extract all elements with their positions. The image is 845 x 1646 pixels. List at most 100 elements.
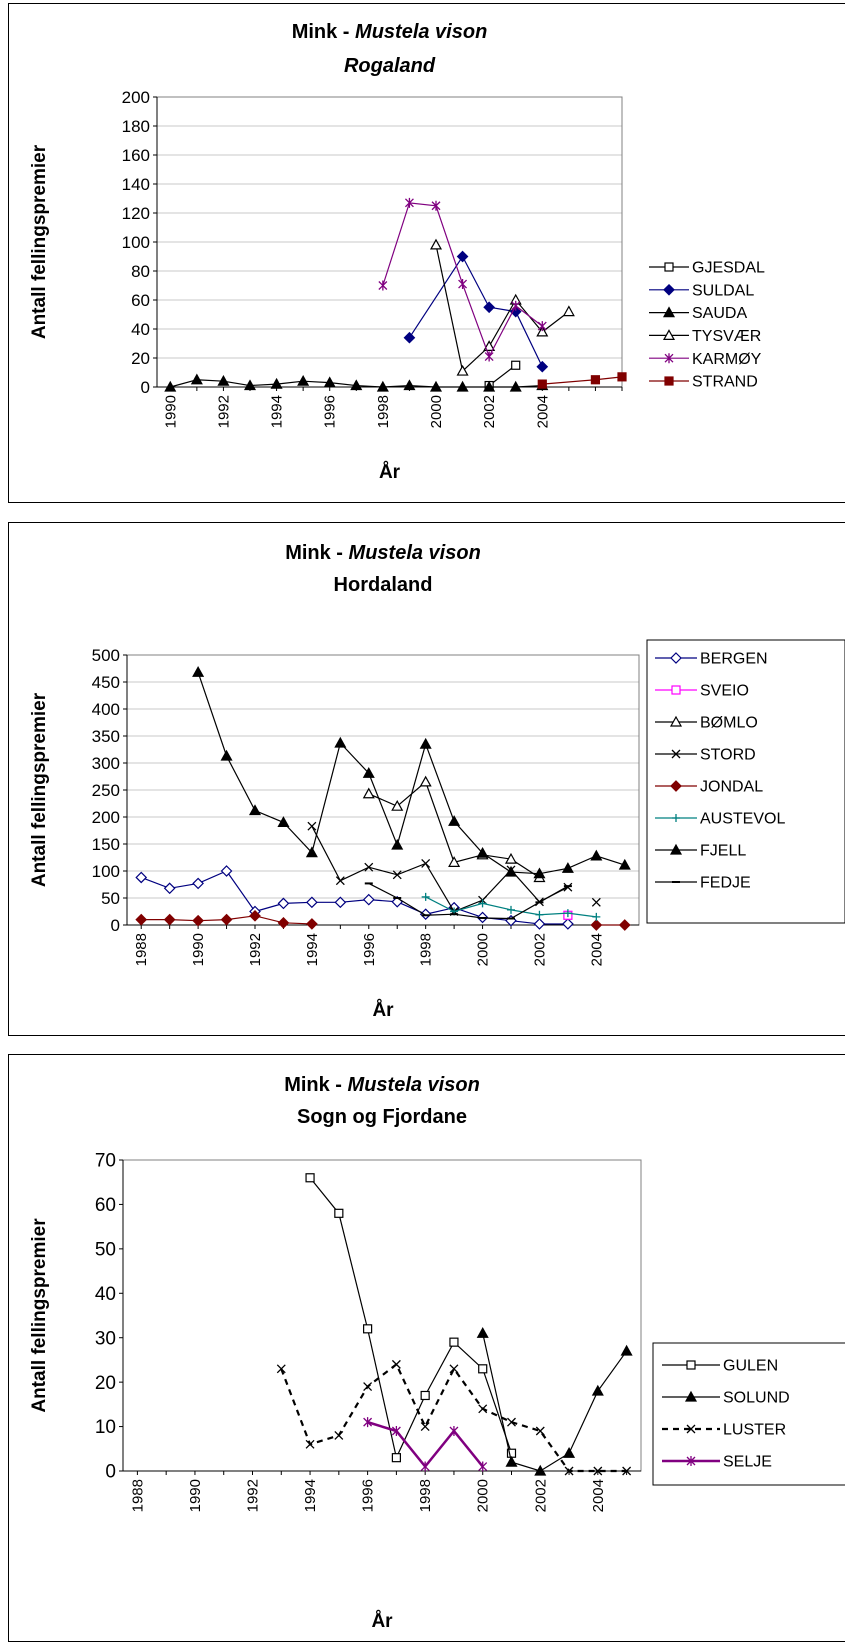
x-tick-label: 1994 — [302, 1479, 319, 1512]
y-tick-label: 120 — [122, 204, 150, 223]
series-solund — [476, 1327, 633, 1476]
x-tick-label: 1998 — [418, 933, 435, 966]
data-point — [536, 360, 549, 373]
x-tick-label: 1994 — [269, 395, 286, 428]
series-selje — [363, 1417, 488, 1472]
series-fjell — [192, 666, 631, 879]
y-tick-label: 50 — [95, 1240, 116, 1261]
legend-marker — [669, 843, 683, 855]
legend-label: TYSVÆR — [692, 328, 761, 345]
x-tick-label: 1992 — [247, 933, 264, 966]
legend-label: SVEIO — [700, 683, 749, 700]
x-axis-label: År — [372, 1000, 394, 1021]
legend-marker — [670, 652, 682, 664]
data-point — [562, 918, 574, 930]
legend-label: GULEN — [723, 1358, 778, 1375]
y-axis-label: Antall fellingspremier — [29, 692, 50, 887]
data-point — [164, 380, 177, 392]
y-tick-label: 0 — [111, 916, 120, 935]
legend-label: FJELL — [700, 843, 746, 860]
legend-label: FEDJE — [700, 875, 751, 892]
data-point — [192, 914, 204, 927]
data-point — [334, 736, 347, 748]
data-point — [563, 909, 572, 918]
data-point — [307, 821, 317, 831]
x-tick-label: 2000 — [475, 933, 492, 966]
y-tick-label: 60 — [95, 1195, 116, 1216]
data-point — [449, 1337, 459, 1347]
data-point — [362, 893, 375, 906]
legend-item-strand: STRAND — [649, 374, 758, 391]
data-point — [511, 360, 521, 370]
y-tick-label: 150 — [92, 835, 120, 854]
data-point — [504, 852, 518, 864]
series-sauda — [164, 373, 549, 392]
data-point — [362, 787, 375, 799]
data-point — [391, 799, 404, 811]
x-axis-label: År — [371, 1611, 393, 1632]
data-point — [378, 280, 388, 291]
y-tick-label: 50 — [101, 889, 120, 908]
x-tick-label: 1996 — [322, 395, 339, 428]
legend-item-stord: STORD — [655, 747, 756, 764]
data-point — [419, 737, 432, 749]
data-point — [591, 1384, 604, 1396]
y-tick-label: 30 — [95, 1328, 116, 1349]
data-point — [592, 912, 601, 921]
data-point — [617, 372, 627, 382]
data-point — [391, 838, 404, 850]
legend-marker — [671, 749, 681, 759]
data-point — [220, 913, 233, 926]
legend-marker — [669, 715, 683, 727]
data-point — [391, 1453, 401, 1463]
legend-item-bergen: BERGEN — [655, 651, 768, 668]
data-point — [483, 301, 495, 314]
data-point — [192, 666, 205, 677]
series-line — [367, 1420, 484, 1469]
series-line — [368, 882, 569, 920]
data-point — [593, 1466, 603, 1476]
series-line — [542, 376, 623, 385]
y-tick-label: 250 — [92, 781, 120, 800]
legend-marker — [686, 1456, 696, 1466]
data-point — [564, 1466, 574, 1476]
data-point — [449, 1426, 459, 1437]
data-point — [163, 882, 176, 895]
data-point — [192, 877, 204, 890]
y-tick-label: 100 — [122, 233, 150, 252]
data-point — [419, 775, 432, 787]
series-line — [197, 672, 625, 875]
y-tick-label: 80 — [131, 262, 150, 281]
x-tick-label: 2004 — [534, 395, 551, 428]
data-point — [449, 1364, 459, 1374]
data-point — [483, 380, 496, 392]
data-point — [456, 250, 469, 263]
legend-marker — [662, 306, 676, 318]
data-point — [478, 1461, 488, 1472]
data-point — [249, 909, 261, 922]
x-tick-label: 1998 — [417, 1479, 434, 1512]
data-point — [505, 1455, 518, 1467]
x-tick-label: 1988 — [129, 1479, 146, 1512]
legend-item-suldal: SULDAL — [649, 282, 754, 299]
data-point — [190, 373, 203, 385]
y-tick-label: 180 — [122, 117, 150, 136]
x-tick-label: 2002 — [531, 933, 548, 966]
data-point — [456, 364, 469, 376]
data-point — [618, 858, 631, 870]
data-point — [509, 380, 522, 392]
data-point — [363, 1417, 373, 1428]
data-point — [305, 1439, 315, 1449]
data-point — [220, 749, 233, 761]
data-point — [270, 377, 283, 389]
data-point — [363, 1324, 373, 1334]
legend-label: BERGEN — [700, 651, 768, 668]
legend-item-solund: SOLUND — [662, 1390, 790, 1407]
legend-item-sauda: SAUDA — [649, 305, 747, 322]
y-tick-label: 0 — [141, 378, 150, 397]
legend-marker — [662, 329, 676, 340]
y-tick-label: 350 — [92, 727, 120, 746]
legend-item-bomlo: BØMLO — [655, 715, 758, 732]
data-point — [484, 351, 494, 362]
data-point — [419, 908, 432, 921]
